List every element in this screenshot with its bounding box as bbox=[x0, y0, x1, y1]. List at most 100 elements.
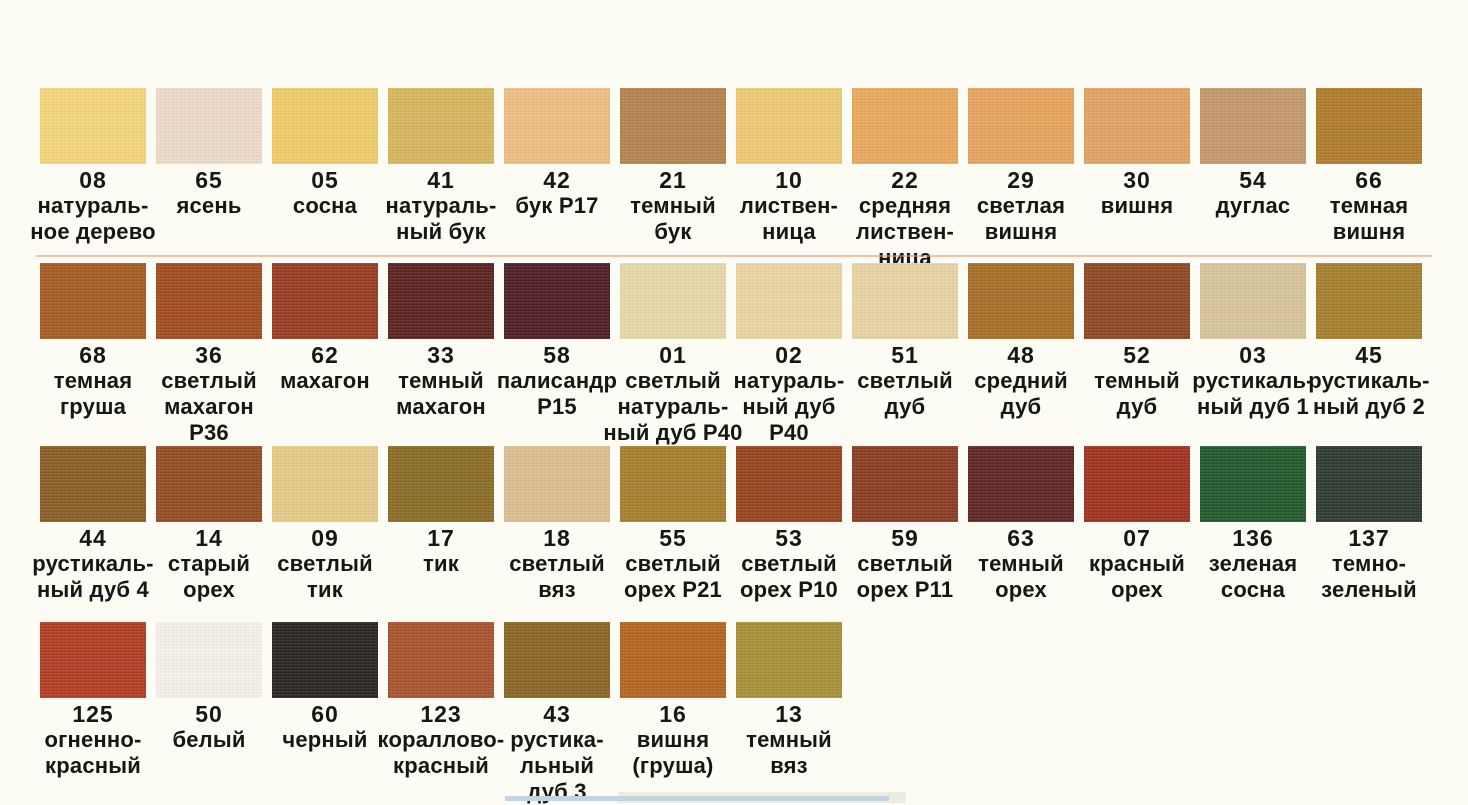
color-swatch bbox=[852, 263, 958, 339]
swatch-code: 62 bbox=[311, 342, 339, 368]
swatch-code: 01 bbox=[659, 342, 687, 368]
swatch-cell: 137 темно- зеленый bbox=[1316, 446, 1422, 603]
swatch-name: вишня bbox=[1100, 193, 1174, 218]
swatch-name: кораллово- красный bbox=[377, 727, 505, 778]
swatch-cell: 13 темный вяз bbox=[736, 622, 842, 805]
swatch-cell: 55 светлый орех P21 bbox=[620, 446, 726, 603]
swatch-code: 55 bbox=[659, 525, 687, 551]
swatch-cell: 123 кораллово- красный bbox=[378, 622, 504, 805]
color-swatch bbox=[272, 622, 378, 698]
swatch-name: светлый орех P11 bbox=[856, 551, 954, 602]
swatch-code: 52 bbox=[1123, 342, 1151, 368]
swatch-label: 55 светлый орех P21 bbox=[598, 526, 748, 603]
swatch-cell: 36 светлый махагон P36 bbox=[156, 263, 262, 446]
swatch-label: 63 темный орех bbox=[946, 526, 1096, 603]
swatch-code: 21 bbox=[659, 167, 687, 193]
swatch-cell: 66 темная вишня bbox=[1316, 88, 1422, 271]
color-swatch bbox=[1084, 263, 1190, 339]
swatch-name: белый bbox=[172, 727, 246, 752]
swatch-label: 22 средняя листвен- ница bbox=[830, 168, 980, 271]
swatch-name: огненно- красный bbox=[44, 727, 142, 778]
swatch-code: 36 bbox=[195, 342, 223, 368]
swatch-cell: 58 палисандр P15 bbox=[497, 263, 617, 446]
swatch-cell: 63 темный орех bbox=[968, 446, 1074, 603]
swatch-name: махагон bbox=[280, 368, 370, 393]
swatch-label: 30 вишня bbox=[1062, 168, 1212, 219]
color-swatch bbox=[272, 263, 378, 339]
swatch-name: темная груша bbox=[53, 368, 133, 419]
swatch-cell: 42 бук P17 bbox=[504, 88, 610, 271]
swatch-name: темный орех bbox=[978, 551, 1064, 602]
swatch-code: 33 bbox=[427, 342, 455, 368]
swatch-label: 05 сосна bbox=[250, 168, 400, 219]
swatch-name: сосна bbox=[292, 193, 358, 218]
swatch-code: 44 bbox=[79, 525, 107, 551]
swatch-label: 136 зеленая сосна bbox=[1178, 526, 1328, 603]
color-swatch bbox=[156, 446, 262, 522]
swatch-label: 53 светлый орех P10 bbox=[714, 526, 864, 603]
color-swatch bbox=[156, 88, 262, 164]
swatch-cell: 03 рустикаль- ный дуб 1 bbox=[1192, 263, 1314, 446]
swatch-cell: 60 черный bbox=[272, 622, 378, 805]
color-swatch bbox=[40, 263, 146, 339]
swatch-label: 52 темный дуб bbox=[1062, 343, 1212, 420]
swatch-cell: 51 светлый дуб bbox=[852, 263, 958, 446]
swatch-code: 63 bbox=[1007, 525, 1035, 551]
swatch-name: палисандр P15 bbox=[496, 368, 618, 419]
swatch-label: 123 кораллово- красный bbox=[366, 702, 516, 779]
swatch-label: 10 листвен- ница bbox=[714, 168, 864, 245]
swatch-cell: 14 старый орех bbox=[156, 446, 262, 603]
swatch-label: 58 палисандр P15 bbox=[482, 343, 632, 420]
color-swatch bbox=[968, 88, 1074, 164]
swatch-code: 29 bbox=[1007, 167, 1035, 193]
swatch-code: 02 bbox=[775, 342, 803, 368]
swatch-name: темный бук bbox=[630, 193, 716, 244]
swatch-name: ясень bbox=[176, 193, 242, 218]
swatch-cell: 29 светлая вишня bbox=[968, 88, 1074, 271]
swatch-code: 13 bbox=[775, 701, 803, 727]
swatch-name: светлый дуб bbox=[857, 368, 953, 419]
swatch-label: 16 вишня (груша) bbox=[598, 702, 748, 779]
color-swatch bbox=[1084, 88, 1190, 164]
swatch-name: средний дуб bbox=[974, 368, 1068, 419]
swatch-name: средняя листвен- ница bbox=[855, 193, 955, 270]
swatch-cell: 07 красный орех bbox=[1084, 446, 1190, 603]
swatch-cell: 62 махагон bbox=[272, 263, 378, 446]
color-swatch bbox=[1200, 263, 1306, 339]
swatch-label: 36 светлый махагон P36 bbox=[134, 343, 284, 446]
swatch-label: 02 натураль- ный дуб P40 bbox=[714, 343, 864, 446]
swatch-code: 22 bbox=[891, 167, 919, 193]
swatch-cell: 65 ясень bbox=[156, 88, 262, 271]
color-swatch bbox=[736, 88, 842, 164]
color-swatch bbox=[504, 446, 610, 522]
color-swatch bbox=[504, 263, 610, 339]
swatch-cell: 05 сосна bbox=[272, 88, 378, 271]
color-swatch bbox=[504, 88, 610, 164]
swatch-name: светлый орех P21 bbox=[624, 551, 722, 602]
swatch-name: черный bbox=[282, 727, 368, 752]
swatch-label: 09 светлый тик bbox=[250, 526, 400, 603]
swatch-name: светлый натураль- ный дуб P40 bbox=[603, 368, 743, 445]
swatch-label: 54 дуглас bbox=[1178, 168, 1328, 219]
color-swatch bbox=[1316, 88, 1422, 164]
swatch-code: 09 bbox=[311, 525, 339, 551]
color-swatch bbox=[736, 622, 842, 698]
color-swatch bbox=[40, 88, 146, 164]
swatch-name: дуглас bbox=[1215, 193, 1291, 218]
swatch-label: 43 рустика- льный дуб 3 bbox=[482, 702, 632, 805]
swatch-cell: 45 рустикаль- ный дуб 2 bbox=[1308, 263, 1430, 446]
swatch-label: 50 белый bbox=[134, 702, 284, 753]
swatch-label: 14 старый орех bbox=[134, 526, 284, 603]
swatch-name: рустикаль- ный дуб 1 bbox=[1192, 368, 1314, 419]
swatch-name: натураль- ный дуб P40 bbox=[733, 368, 845, 445]
swatch-name: бук P17 bbox=[515, 193, 599, 218]
swatch-cell: 50 белый bbox=[156, 622, 262, 805]
color-swatch bbox=[1200, 88, 1306, 164]
swatch-code: 66 bbox=[1355, 167, 1383, 193]
swatch-cell: 53 светлый орех P10 bbox=[736, 446, 842, 603]
swatch-code: 16 bbox=[659, 701, 687, 727]
palette-row-1: 08 натураль- ное дерево 65 ясень 05 сосн… bbox=[30, 88, 1422, 271]
swatch-name: светлый орех P10 bbox=[740, 551, 838, 602]
swatch-name: листвен- ница bbox=[739, 193, 839, 244]
swatch-label: 59 светлый орех P11 bbox=[830, 526, 980, 603]
